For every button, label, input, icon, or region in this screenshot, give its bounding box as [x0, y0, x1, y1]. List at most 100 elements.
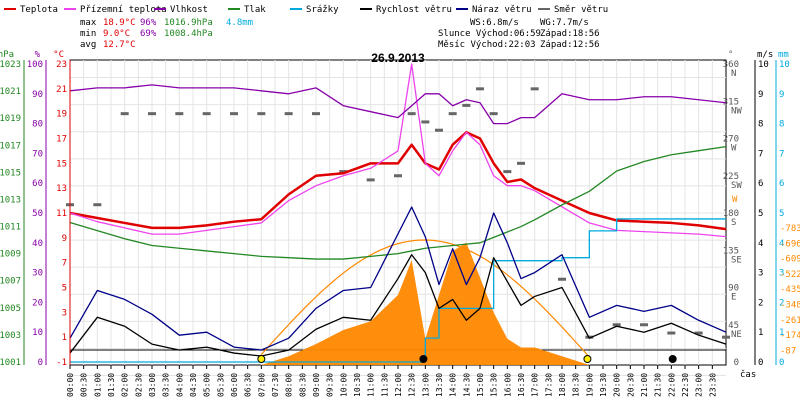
legend-label: Přízemní teplota — [80, 5, 167, 15]
x-tick-label: 08:00 — [285, 373, 294, 397]
series-line-pressure — [69, 145, 727, 260]
x-tick-label: 09:30 — [326, 373, 335, 397]
x-axis-label: čas — [740, 369, 756, 380]
y-tick-rain: 8 — [779, 120, 784, 130]
y-axis-unit-temperature: °C — [53, 50, 64, 60]
y-tick-humidity: 0 — [38, 358, 43, 368]
y-tick-solar: -435 — [780, 285, 800, 295]
stat-moon: Měsíc Východ:22:03 — [438, 40, 536, 50]
y-tick-humidity: 50 — [32, 209, 43, 219]
x-tick-label: 16:00 — [503, 373, 512, 397]
x-tick-label: 01:30 — [107, 373, 116, 397]
moonrise-marker — [668, 355, 677, 363]
x-tick-label: 04:30 — [189, 373, 198, 397]
y-tick-wind: 2 — [758, 298, 763, 308]
stat-wg: WG:7.7m/s — [540, 18, 589, 28]
y-tick-wind: 8 — [758, 120, 763, 130]
legend-label: Teplota — [20, 5, 58, 15]
y-tick-direction-letter: NE — [731, 330, 742, 340]
x-tick-label: 00:00 — [66, 373, 75, 397]
y-tick-pressure: 1009 — [0, 250, 21, 260]
y-tick-wind: 7 — [758, 149, 763, 159]
x-tick-label: 17:00 — [531, 373, 540, 397]
y-tick-wind: 6 — [758, 179, 763, 189]
x-tick-label: 03:30 — [162, 373, 171, 397]
x-tick-label: 12:30 — [408, 373, 417, 397]
x-tick-label: 23:30 — [708, 373, 717, 397]
y-axis-unit-rain: mm — [778, 50, 789, 60]
y-tick-temperature: 15 — [56, 159, 67, 169]
x-tick-label: 05:00 — [203, 373, 212, 397]
x-tick-label: 06:30 — [244, 373, 253, 397]
wind-direction-mark — [722, 335, 730, 339]
x-tick-label: 13:00 — [421, 373, 430, 397]
series-layer — [66, 63, 730, 365]
y-tick-temperature: 23 — [56, 60, 67, 70]
wind-direction-mark — [421, 120, 430, 124]
y-axis-unit-solar: W — [732, 195, 738, 205]
x-tick-label: 15:00 — [476, 373, 485, 397]
wind-direction-mark — [530, 87, 539, 91]
x-tick-label: 23:00 — [695, 373, 704, 397]
wind-direction-mark — [202, 112, 211, 116]
x-tick-label: 06:00 — [230, 373, 239, 397]
y-tick-pressure: 1019 — [0, 114, 21, 124]
y-tick-humidity: 70 — [32, 149, 43, 159]
y-tick-solar: -174 — [780, 331, 800, 341]
x-tick-label: 14:30 — [462, 373, 471, 397]
x-tick-label: 19:30 — [599, 373, 608, 397]
x-tick-label: 00:30 — [80, 373, 89, 397]
stat-max-hum: 96% — [140, 18, 157, 28]
series-solar-area — [70, 242, 726, 365]
y-tick-direction: 180 — [723, 209, 739, 219]
y-tick-humidity: 90 — [32, 90, 43, 100]
wind-direction-mark — [517, 161, 525, 165]
stat-max-press: 1016.9hPa — [164, 18, 213, 28]
x-tick-label: 21:30 — [654, 373, 663, 397]
x-tick-label: 12:00 — [394, 373, 403, 397]
x-tick-label: 11:00 — [367, 373, 376, 397]
y-tick-rain: 3 — [779, 269, 784, 279]
x-tick-label: 10:30 — [353, 373, 362, 397]
wind-direction-mark — [230, 112, 238, 116]
y-tick-rain: 9 — [779, 90, 784, 100]
x-tick-label: 13:30 — [435, 373, 444, 397]
y-tick-direction: 90 — [728, 284, 739, 294]
y-tick-humidity: 10 — [32, 328, 43, 338]
x-tick-label: 09:00 — [312, 373, 321, 397]
x-tick-label: 22:00 — [667, 373, 676, 397]
x-tick-label: 03:00 — [148, 373, 157, 397]
series-line-rain — [70, 218, 726, 363]
series-line-temperature — [69, 131, 727, 231]
x-tick-label: 02:00 — [121, 373, 130, 397]
y-tick-temperature: 3 — [62, 308, 67, 318]
wind-direction-mark — [284, 112, 293, 116]
stat-ws: WS:6.8m/s — [470, 18, 519, 28]
y-tick-temperature: 17 — [56, 135, 67, 145]
y-tick-direction-letter: SE — [731, 255, 742, 265]
y-tick-temperature: -1 — [56, 358, 67, 368]
axes: hPa1023102110191017101510131011100910071… — [0, 50, 800, 397]
series-line-wind — [69, 206, 727, 351]
stat-min-temp: 9.0°C — [103, 29, 130, 39]
y-tick-rain: 5 — [779, 209, 784, 219]
y-tick-solar: -696 — [780, 239, 800, 249]
y-tick-temperature: 11 — [56, 209, 67, 219]
y-tick-pressure: 1015 — [0, 168, 21, 178]
wind-direction-mark — [407, 112, 416, 116]
x-tick-label: 02:30 — [134, 373, 143, 397]
x-tick-label: 10:00 — [339, 373, 348, 397]
y-tick-rain: 0 — [779, 358, 784, 368]
y-tick-solar: -261 — [780, 316, 800, 326]
wind-direction-mark — [612, 323, 621, 327]
y-tick-humidity: 60 — [32, 179, 43, 189]
moonset-marker — [419, 355, 428, 363]
y-tick-direction: 135 — [723, 246, 739, 256]
x-tick-label: 08:30 — [298, 373, 307, 397]
stat-max-temp: 18.9°C — [103, 18, 136, 28]
x-tick-label: 07:00 — [257, 373, 266, 397]
y-tick-humidity: 30 — [32, 269, 43, 279]
x-tick-label: 16:30 — [517, 373, 526, 397]
x-tick-label: 22:30 — [681, 373, 690, 397]
